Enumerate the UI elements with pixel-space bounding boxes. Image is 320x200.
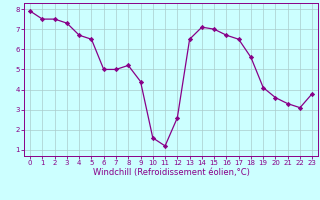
X-axis label: Windchill (Refroidissement éolien,°C): Windchill (Refroidissement éolien,°C) — [93, 168, 250, 177]
